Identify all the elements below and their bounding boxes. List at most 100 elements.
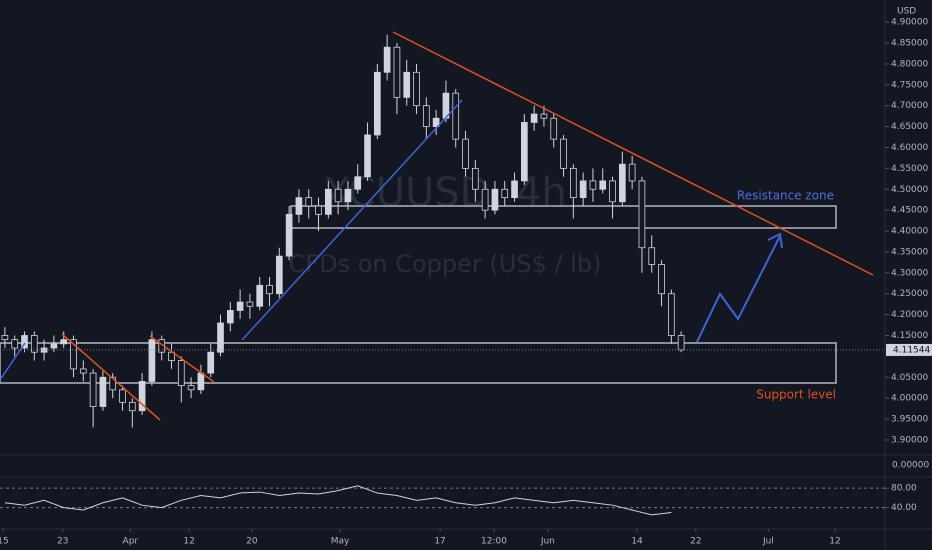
x-tick-label: Jul — [762, 537, 774, 547]
candle-body — [481, 188, 489, 211]
candle-body — [364, 134, 371, 178]
candle-body — [1, 335, 9, 341]
candle-body — [413, 71, 420, 107]
candle-body — [452, 92, 460, 140]
y-tick-label: 4.60000 — [891, 143, 928, 153]
candle-body — [89, 372, 97, 407]
candle-body — [40, 347, 48, 353]
candle-body — [520, 122, 528, 182]
watermark-description: CFDs on Copper (US$ / lb) — [289, 250, 602, 278]
candle-body — [79, 368, 87, 374]
candle-body — [373, 71, 381, 136]
currency-label: USD — [897, 7, 916, 17]
trendline — [392, 31, 874, 276]
y-tick-label: 4.55000 — [891, 164, 928, 174]
candle-body — [266, 284, 273, 295]
candle-body — [21, 335, 28, 349]
candle-body — [491, 188, 499, 211]
candle-body — [501, 188, 509, 199]
candle-body — [638, 180, 646, 249]
y-tick-label: 3.95000 — [891, 415, 928, 425]
y-tick-label: 4.00000 — [891, 394, 928, 404]
candle-body — [295, 197, 303, 215]
candle-body — [315, 205, 322, 215]
annotation: Resistance zone — [737, 189, 834, 203]
last-price-badge — [886, 343, 932, 356]
candle-body — [344, 188, 352, 203]
candle-body — [99, 376, 107, 407]
x-tick-label: 12:00 — [481, 537, 507, 547]
candle-body — [109, 376, 117, 391]
x-tick-label: 12 — [829, 537, 840, 547]
rsi-line — [4, 485, 672, 516]
candle-body — [628, 163, 636, 182]
y-tick-label: 4.35000 — [891, 247, 928, 257]
x-tick-label: 15 — [0, 537, 9, 547]
candle-body — [148, 339, 156, 382]
candle-body — [569, 167, 577, 199]
arrow-head — [767, 232, 783, 249]
candle-body — [334, 188, 342, 203]
x-tick-label: 20 — [246, 537, 258, 547]
candle-body — [471, 167, 479, 190]
y-tick-label: 4.80000 — [891, 59, 928, 69]
candle-body — [187, 385, 195, 391]
y-tick-label: 4.25000 — [891, 289, 928, 299]
y-tick-label: 4.65000 — [891, 122, 928, 132]
candle-body — [11, 339, 19, 349]
candle-body — [285, 213, 293, 257]
trendline — [149, 335, 215, 383]
trendline — [241, 99, 463, 341]
candle-body — [70, 339, 77, 370]
candle-body — [50, 343, 58, 349]
candle-body — [177, 360, 185, 387]
candle-body — [432, 117, 440, 127]
candle-body — [30, 335, 38, 353]
y-tick-label: 4.50000 — [891, 185, 928, 195]
candle-body — [540, 113, 548, 119]
x-tick-label: 12 — [183, 537, 194, 547]
candle-body — [668, 293, 675, 336]
y-tick-label: 4.85000 — [891, 39, 928, 49]
x-tick-label: 14 — [631, 537, 643, 547]
candle-body — [609, 180, 616, 203]
candle-body — [462, 138, 469, 169]
volume-axis-label: 0.00000 — [892, 461, 929, 471]
candle-body — [305, 197, 313, 207]
candle-body — [138, 381, 146, 412]
y-tick-label: 4.30000 — [891, 268, 928, 278]
candle-body — [550, 117, 558, 140]
y-tick-label: 4.40000 — [891, 227, 928, 237]
y-tick-label: 40.00 — [891, 503, 917, 513]
x-tick-label: Jun — [540, 537, 555, 547]
candle-body — [246, 301, 254, 307]
trendline — [61, 333, 161, 421]
candle-body — [275, 255, 283, 295]
candle-body — [589, 180, 597, 190]
candle-body — [324, 188, 332, 215]
projection-arrow — [696, 235, 781, 343]
y-tick-label: 3.90000 — [891, 435, 928, 445]
y-tick-label: 4.20000 — [891, 310, 928, 320]
candle-body — [530, 113, 538, 123]
candle-body — [128, 401, 136, 412]
y-tick-label: 4.05000 — [891, 373, 928, 383]
x-tick-label: Apr — [123, 537, 139, 547]
x-tick-label: May — [331, 537, 350, 547]
y-tick-label: 4.45000 — [891, 206, 928, 216]
candle-body — [207, 351, 215, 374]
x-tick-label: 22 — [690, 537, 701, 547]
candle-body — [119, 389, 126, 403]
candle-body — [403, 71, 411, 98]
candle-body — [393, 46, 401, 98]
y-tick-label: 4.75000 — [891, 80, 928, 90]
candle-body — [511, 180, 518, 199]
candle-body — [217, 322, 224, 353]
candle-body — [236, 301, 244, 311]
candle-body — [422, 105, 430, 127]
x-tick-label: 23 — [57, 537, 68, 547]
candle-body — [658, 264, 665, 295]
candle-body — [599, 180, 607, 190]
